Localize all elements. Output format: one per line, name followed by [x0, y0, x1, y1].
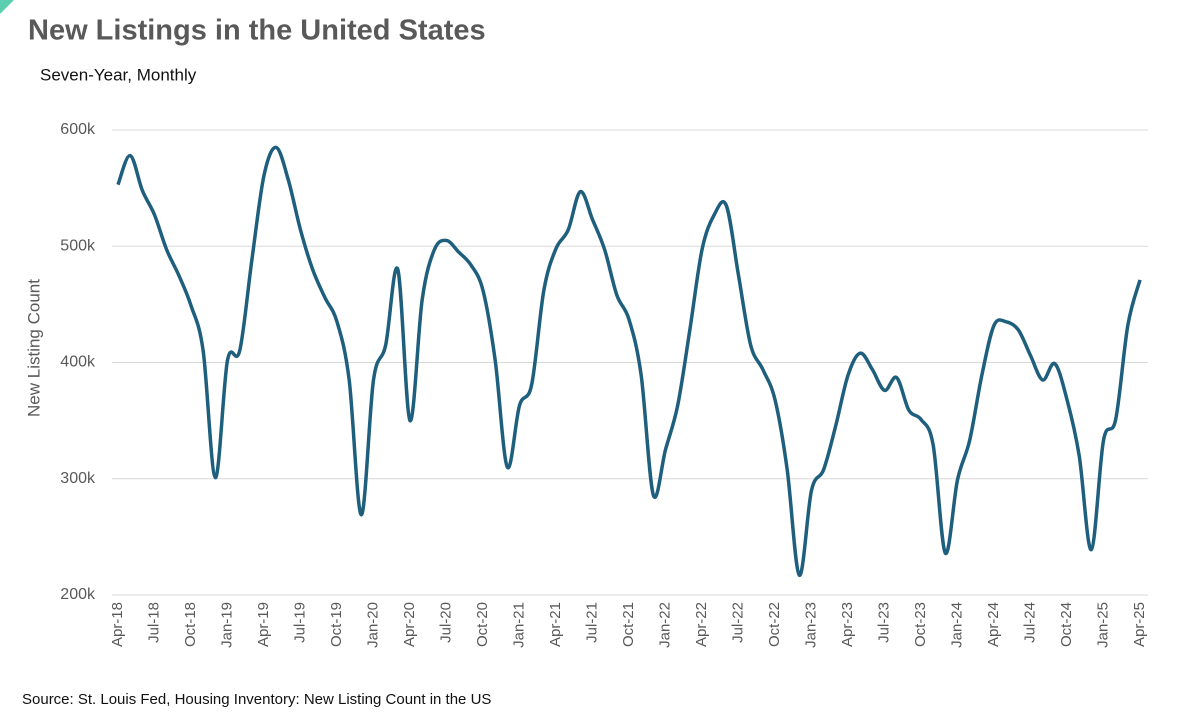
x-tick-label: Apr-22 [693, 602, 710, 647]
x-tick-label: Apr-24 [985, 602, 1002, 647]
y-tick-label: 500k [60, 237, 96, 254]
x-tick-label: Jul-19 [291, 602, 308, 643]
x-tick-label: Apr-25 [1131, 602, 1148, 647]
y-tick-label: 400k [60, 354, 96, 371]
data-line [116, 145, 1142, 577]
x-tick-label: Jan-20 [364, 602, 381, 648]
x-tick-label: Jul-24 [1021, 602, 1038, 643]
chart-title: New Listings in the United States [28, 15, 486, 47]
x-tick-label: Jan-21 [510, 602, 527, 648]
x-tick-label: Apr-23 [839, 602, 856, 647]
x-tick-label: Jan-24 [948, 602, 965, 648]
x-tick-label: Oct-18 [182, 602, 199, 647]
x-tick-label: Apr-19 [255, 602, 272, 647]
corner-accent [0, 0, 14, 14]
x-tick-label: Oct-22 [766, 602, 783, 647]
x-tick-label: Jul-21 [583, 602, 600, 643]
x-tick-label: Jan-25 [1094, 602, 1111, 648]
y-tick-label: 300k [60, 470, 96, 487]
x-tick-label: Jul-23 [875, 602, 892, 643]
x-tick-label: Jan-22 [656, 602, 673, 648]
y-tick-label: 600k [60, 121, 96, 138]
x-tick-label: Jan-19 [218, 602, 235, 648]
x-tick-label: Jul-20 [437, 602, 454, 643]
x-tick-label: Oct-23 [912, 602, 929, 647]
x-tick-label: Oct-21 [620, 602, 637, 647]
chart-subtitle: Seven-Year, Monthly [40, 65, 197, 84]
x-tick-label: Jul-22 [729, 602, 746, 643]
y-axis-label: New Listing Count [24, 279, 43, 417]
source-note: Source: St. Louis Fed, Housing Inventory… [22, 691, 491, 708]
x-tick-label: Apr-20 [401, 602, 418, 647]
x-tick-label: Apr-21 [547, 602, 564, 647]
x-tick-label: Apr-18 [109, 602, 126, 647]
x-tick-label: Jul-18 [145, 602, 162, 643]
x-tick-label: Jan-23 [802, 602, 819, 648]
x-tick-label: Oct-20 [474, 602, 491, 647]
x-tick-label: Oct-24 [1058, 602, 1075, 647]
y-tick-label: 200k [60, 586, 96, 603]
x-tick-label: Oct-19 [328, 602, 345, 647]
